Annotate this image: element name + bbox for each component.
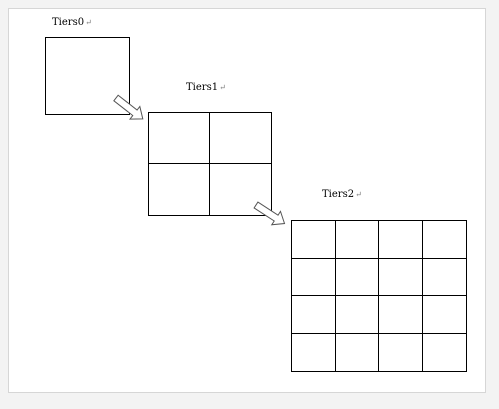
tier1-label: Tiers1↵ (186, 82, 226, 93)
tier2-cell (336, 333, 379, 371)
tier2-cell (379, 333, 423, 371)
tier1-grid (148, 112, 272, 216)
arrow-tier0-to-tier1-icon (113, 94, 144, 120)
tier2-cell (422, 296, 466, 334)
tier2-grid (291, 220, 467, 372)
tier1-cell (210, 113, 271, 164)
tier2-cell (292, 296, 336, 334)
tier2-cell (422, 259, 466, 296)
tier2-cell (379, 296, 423, 334)
paragraph-mark-icon: ↵ (219, 83, 226, 92)
tier2-cell (335, 258, 379, 296)
tier2-cell (292, 258, 336, 296)
tier0-label: Tiers0↵ (52, 17, 92, 28)
tier1-cell (149, 164, 210, 215)
tier2-cell (335, 296, 379, 334)
tier2-cell (292, 333, 336, 371)
tier2-cell (379, 258, 423, 296)
tier2-cell (422, 221, 466, 259)
tier2-cell (292, 221, 336, 259)
tier2-cell (379, 221, 423, 259)
paragraph-mark-icon: ↵ (85, 18, 92, 27)
tier2-label: Tiers2↵ (322, 189, 362, 200)
tier2-cell (335, 221, 379, 259)
arrow-tier1-to-tier2-icon (253, 201, 286, 226)
paragraph-mark-icon: ↵ (355, 190, 362, 199)
tier2-cell (423, 334, 467, 372)
tier1-cell (149, 113, 210, 164)
